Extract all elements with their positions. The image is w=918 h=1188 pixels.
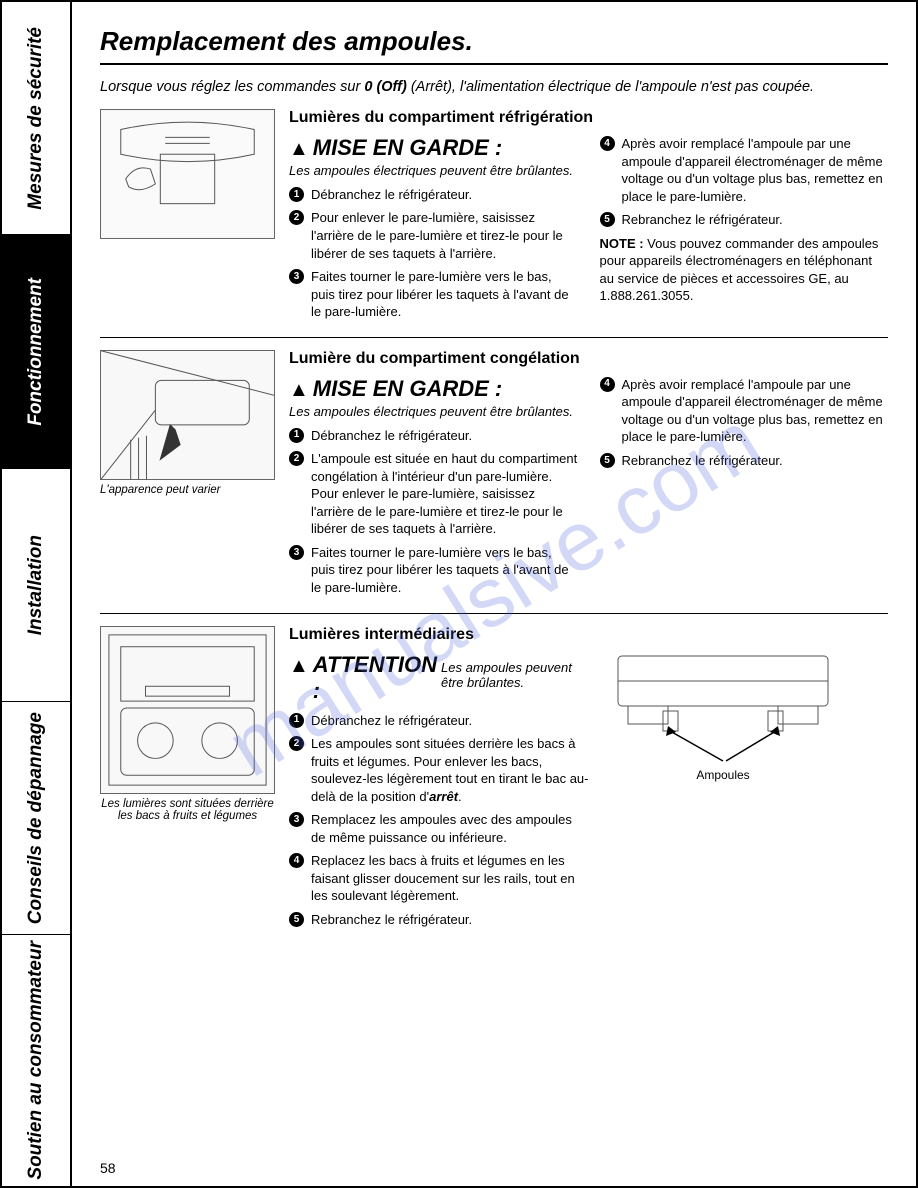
tab-installation[interactable]: Installation xyxy=(2,469,70,702)
page-title: Remplacement des ampoules. xyxy=(100,26,888,57)
divider xyxy=(100,613,888,614)
tab-fonctionnement[interactable]: Fonctionnement xyxy=(2,235,70,468)
step-1: 1Débranchez le réfrigérateur. xyxy=(289,186,578,204)
warning-subtext: Les ampoules peuvent être brûlantes. xyxy=(441,660,589,690)
section2-heading: Lumière du compartiment congélation xyxy=(289,350,888,368)
warning-icon: ▲ xyxy=(289,139,309,159)
warning-row: ▲ MISE EN GARDE : xyxy=(289,135,578,161)
warning-label: MISE EN GARDE : xyxy=(313,376,502,402)
section1-heading: Lumières du compartiment réfrigération xyxy=(289,109,888,127)
note-text: NOTE : Vous pouvez commander des ampoule… xyxy=(600,235,889,305)
illustration-caption: L'apparence peut varier xyxy=(100,484,275,496)
warning-subtext: Les ampoules électriques peuvent être br… xyxy=(289,163,578,180)
step-2: 2Pour enlever le pare-lumière, saisissez… xyxy=(289,209,578,262)
tab-soutien[interactable]: Soutien au consommateur xyxy=(2,935,70,1186)
step-5: 5Rebranchez le réfrigérateur. xyxy=(289,911,589,929)
section-congelation: L'apparence peut varier Lumière du compa… xyxy=(100,350,888,603)
diagram-label: Ampoules xyxy=(696,768,749,782)
illustration-caption: Les lumières sont situées derrière les b… xyxy=(100,798,275,822)
illustration-intermediaires xyxy=(100,626,275,794)
warning-label: MISE EN GARDE : xyxy=(313,135,502,161)
intro-text: Lorsque vous réglez les commandes sur 0 … xyxy=(100,79,888,95)
warning-label: ATTENTION : xyxy=(313,652,437,704)
step-3: 3Remplacez les ampoules avec des ampoule… xyxy=(289,811,589,846)
step-4: 4Après avoir remplacé l'ampoule par une … xyxy=(600,135,889,205)
page-content: manualsive.com Remplacement des ampoules… xyxy=(72,2,916,1186)
warning-row: ▲ ATTENTION : Les ampoules peuvent être … xyxy=(289,652,589,704)
illustration-congelation xyxy=(100,350,275,480)
step-5: 5Rebranchez le réfrigérateur. xyxy=(600,452,889,470)
divider xyxy=(100,337,888,338)
section-refrigeration: Lumières du compartiment réfrigération ▲… xyxy=(100,109,888,327)
step-5: 5Rebranchez le réfrigérateur. xyxy=(600,211,889,229)
step-2: 2 Les ampoules sont situées derrière les… xyxy=(289,735,589,805)
step-4: 4Replacez les bacs à fruits et légumes e… xyxy=(289,852,589,905)
section-intermediaires: Les lumières sont situées derrière les b… xyxy=(100,626,888,935)
page-number: 58 xyxy=(100,1160,116,1176)
diagram-ampoules: Ampoules xyxy=(603,626,843,935)
warning-subtext: Les ampoules électriques peuvent être br… xyxy=(289,404,578,421)
step-2: 2L'ampoule est située en haut du compart… xyxy=(289,450,578,538)
warning-row: ▲ MISE EN GARDE : xyxy=(289,376,578,402)
illustration-col xyxy=(100,109,275,327)
divider xyxy=(100,63,888,65)
section3-heading: Lumières intermédiaires xyxy=(289,626,589,644)
warning-icon: ▲ xyxy=(289,656,309,676)
tab-depannage[interactable]: Conseils de dépannage xyxy=(2,702,70,935)
sidebar-tabs: Mesures de sécurité Fonctionnement Insta… xyxy=(2,2,72,1186)
warning-icon: ▲ xyxy=(289,380,309,400)
step-4: 4Après avoir remplacé l'ampoule par une … xyxy=(600,376,889,446)
step-1: 1Débranchez le réfrigérateur. xyxy=(289,427,578,445)
step-3: 3Faites tourner le pare-lumière vers le … xyxy=(289,544,578,597)
step-1: 1Débranchez le réfrigérateur. xyxy=(289,712,589,730)
tab-securite[interactable]: Mesures de sécurité xyxy=(2,2,70,235)
illustration-refrigeration xyxy=(100,109,275,239)
step-3: 3Faites tourner le pare-lumière vers le … xyxy=(289,268,578,321)
